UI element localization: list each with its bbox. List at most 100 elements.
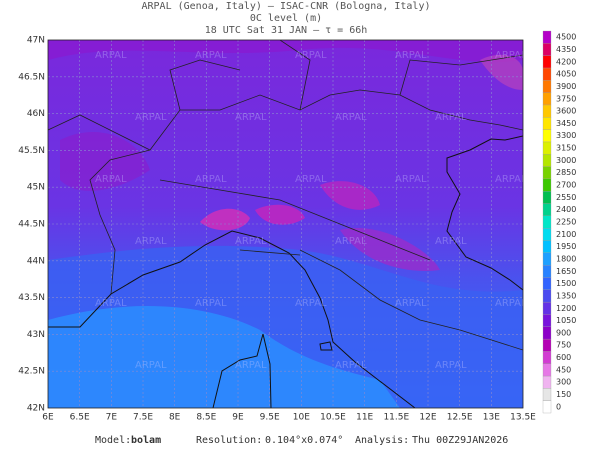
colorbar-swatch [542, 55, 552, 69]
lon-label: 11.5E [383, 413, 409, 423]
footer-label: Resolution: [196, 435, 262, 446]
watermark: ARPAL [435, 360, 467, 371]
watermark: ARPAL [235, 360, 267, 371]
colorbar-swatch [542, 400, 552, 414]
watermark: ARPAL [95, 50, 127, 61]
colorbar-label: 1650 [556, 267, 576, 276]
colorbar-swatch [542, 289, 552, 303]
colorbar-label: 3900 [556, 82, 576, 91]
footer-value: Thu 00Z29JAN2026 [412, 435, 508, 446]
lat-label: 42.5N [18, 367, 45, 377]
colorbar-label: 900 [556, 328, 571, 337]
watermark: ARPAL [335, 236, 367, 247]
watermark: ARPAL [95, 174, 127, 185]
colorbar-swatch [542, 240, 552, 253]
colorbar-swatch [542, 277, 552, 290]
watermark: ARPAL [235, 112, 267, 123]
lon-label: 8E [169, 413, 181, 423]
colorbar-swatch [542, 375, 552, 389]
colorbar-label: 1050 [556, 316, 576, 325]
colorbar-swatch [542, 228, 552, 241]
watermark: ARPAL [135, 360, 167, 371]
colorbar-label: 600 [556, 353, 571, 362]
colorbar-label: 750 [556, 341, 571, 350]
colorbar-swatch [542, 191, 552, 204]
watermark: ARPAL [495, 50, 527, 61]
header-line: 0C level (m) [250, 13, 322, 24]
colorbar-label: 3300 [556, 131, 576, 140]
watermark: ARPAL [235, 236, 267, 247]
lon-label: 7.5E [133, 413, 153, 423]
colorbar-label: 1200 [556, 304, 576, 313]
lat-label: 45.5N [18, 146, 45, 156]
colorbar-swatch [542, 252, 552, 266]
lon-label: 10.5E [320, 413, 346, 423]
colorbar-label: 4200 [556, 57, 576, 66]
colorbar-label: 2550 [556, 193, 576, 202]
colorbar-label: 4350 [556, 45, 576, 54]
watermark: ARPAL [135, 112, 167, 123]
watermark: ARPAL [395, 298, 427, 309]
colorbar-swatch [542, 314, 552, 327]
lon-label: 13.5E [510, 413, 536, 423]
watermark: ARPAL [295, 298, 327, 309]
header-line: ARPAL (Genoa, Italy) – ISAC-CNR (Bologna… [142, 1, 431, 12]
lat-label: 42N [27, 404, 45, 414]
colorbar-swatch [542, 141, 552, 155]
colorbar-label: 1950 [556, 242, 576, 251]
lon-label: 8.5E [196, 413, 216, 423]
lon-label: 6E [42, 413, 54, 423]
colorbar-label: 1350 [556, 291, 576, 300]
colorbar-swatch [542, 166, 552, 180]
colorbar-swatch [542, 104, 552, 118]
header-line: 18 UTC Sat 31 JAN – τ = 66h [205, 25, 368, 36]
colorbar-swatch [542, 129, 552, 143]
lat-label: 47N [27, 36, 45, 46]
colorbar-swatch [542, 43, 552, 56]
lon-label: 12E [419, 413, 436, 423]
colorbar-swatch [542, 178, 552, 192]
colorbar-label: 2400 [556, 205, 576, 214]
lon-label: 11E [356, 413, 373, 423]
colorbar-swatch [542, 363, 552, 377]
watermark: ARPAL [335, 360, 367, 371]
watermark: ARPAL [495, 298, 527, 309]
colorbar-swatch [542, 264, 552, 278]
colorbar-label: 3000 [556, 156, 576, 165]
colorbar-label: 2250 [556, 218, 576, 227]
watermark: ARPAL [95, 298, 127, 309]
watermark: ARPAL [495, 174, 527, 185]
lat-label: 46N [27, 109, 45, 119]
watermark: ARPAL [295, 50, 327, 61]
lat-label: 43N [27, 330, 45, 340]
lat-label: 43.5N [18, 293, 45, 303]
colorbar-label: 1500 [556, 279, 576, 288]
lon-label: 10E [293, 413, 310, 423]
watermark: ARPAL [335, 112, 367, 123]
colorbar-swatch [542, 117, 552, 130]
colorbar-label: 450 [556, 365, 571, 374]
watermark: ARPAL [435, 112, 467, 123]
colorbar-label: 2700 [556, 181, 576, 190]
colorbar-swatch [542, 215, 552, 229]
colorbar-label: 3750 [556, 94, 576, 103]
colorbar-swatch [542, 154, 552, 167]
colorbar-swatch [542, 351, 552, 364]
colorbar-swatch [542, 92, 552, 106]
lon-label: 13E [483, 413, 500, 423]
watermark: ARPAL [195, 50, 227, 61]
colorbar-swatch [542, 388, 552, 401]
lon-label: 6.5E [70, 413, 90, 423]
colorbar-label: 3600 [556, 107, 576, 116]
footer-value: 0.104°x0.074° [265, 435, 343, 446]
colorbar-swatch [542, 80, 552, 93]
colorbar-label: 4050 [556, 70, 576, 79]
colorbar-swatch [542, 326, 552, 340]
colorbar-swatch [542, 30, 552, 44]
colorbar-label: 3450 [556, 119, 576, 128]
lon-label: 12.5E [447, 413, 473, 423]
colorbar-swatch [542, 301, 552, 315]
lat-label: 45N [27, 183, 45, 193]
colorbar-swatch [542, 203, 552, 216]
